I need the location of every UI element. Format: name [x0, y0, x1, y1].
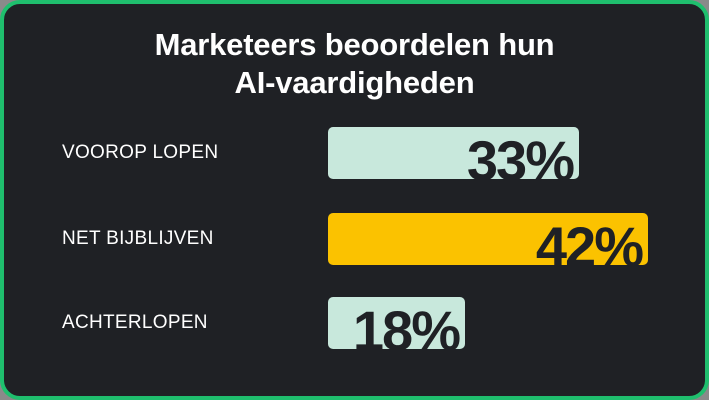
- chart-title-line-1: Marketeers beoordelen hun: [154, 27, 555, 62]
- bar: 18%: [328, 297, 465, 349]
- chart-title: Marketeers beoordelen hun AI-vaardighede…: [4, 26, 705, 102]
- bar-value: 18%: [352, 299, 461, 350]
- bar: 42%: [328, 213, 648, 265]
- bar-label: VOOROP LOPEN: [62, 142, 219, 163]
- bar-value: 33%: [466, 129, 575, 180]
- bar-row-achterlopen: ACHTERLOPEN 18%: [4, 297, 705, 349]
- chart-title-line-2: AI-vaardigheden: [234, 65, 475, 100]
- bar-label: ACHTERLOPEN: [62, 312, 208, 333]
- bar-label: NET BIJBLIJVEN: [62, 228, 214, 249]
- bar-row-voorop-lopen: VOOROP LOPEN 33%: [4, 127, 705, 179]
- bar-row-net-bijblijven: NET BIJBLIJVEN 42%: [4, 213, 705, 265]
- bar-value: 42%: [535, 215, 644, 266]
- bar: 33%: [328, 127, 579, 179]
